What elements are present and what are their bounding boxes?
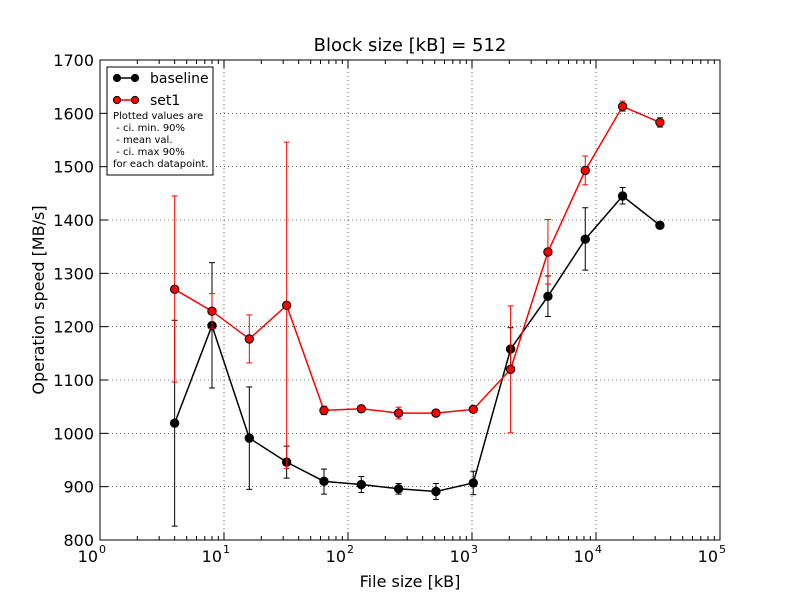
x-tick-label-exponent: 0: [99, 543, 106, 556]
legend: baseline set1 Plotted values are - ci. m…: [106, 66, 214, 176]
x-tick-label-5: 10 5: [698, 543, 726, 566]
x-tick-label-1: 10 1: [202, 543, 230, 566]
data-point-set1: [244, 334, 255, 344]
data-point-set1: [281, 300, 292, 311]
legend-marker-set1: [112, 95, 122, 105]
x-tick-label-4: 10 4: [574, 543, 602, 566]
plot-frame: [99, 59, 721, 541]
data-point-set1: [505, 364, 516, 375]
x-tick-label-base: 10: [574, 547, 594, 566]
y-tick-label: 800: [63, 531, 94, 550]
legend-marker-baseline: [112, 73, 122, 83]
y-tick-label: 1500: [53, 158, 94, 177]
y-tick-label: 1600: [53, 104, 94, 123]
legend-label-baseline: baseline: [150, 71, 209, 87]
legend-label-set1: set1: [150, 93, 180, 109]
data-point-baseline: [580, 234, 590, 244]
data-point-baseline: [468, 478, 478, 488]
x-tick-label-exponent: 3: [471, 543, 478, 556]
x-tick-label-exponent: 1: [223, 543, 230, 556]
x-tick-label-exponent: 2: [347, 543, 354, 556]
legend-entry-baseline: baseline: [112, 71, 209, 87]
data-point-set1: [580, 165, 590, 176]
series-line-set1: [174, 105, 661, 414]
data-point-baseline: [169, 418, 180, 428]
data-point-baseline: [319, 476, 329, 487]
legend-box: [106, 66, 214, 176]
legend-note-line-3: - mean val.: [113, 135, 173, 146]
data-point-baseline: [617, 191, 628, 201]
y-tick-label: 1700: [53, 51, 94, 70]
x-axis-title: File size [kB]: [360, 572, 461, 591]
x-tick-label-base: 10: [698, 547, 718, 566]
data-point-set1: [319, 405, 329, 416]
data-point-baseline: [543, 291, 553, 301]
series-set1: [169, 100, 665, 470]
series-layer: [169, 100, 665, 527]
data-point-baseline: [431, 486, 441, 497]
series-line-baseline: [173, 194, 661, 493]
x-tick-label-base: 10: [450, 547, 470, 566]
x-tick-label-0: 10 0: [78, 543, 106, 566]
x-tick-label-base: 10: [326, 547, 346, 566]
y-axis-title: Operation speed [MB/s]: [29, 205, 48, 394]
legend-marker-set1: [130, 95, 140, 105]
legend-note-line-2: - ci. min. 90%: [113, 123, 185, 134]
data-point-baseline: [356, 479, 366, 490]
legend-marker-baseline: [130, 73, 140, 83]
x-tick-label-exponent: 5: [719, 543, 726, 556]
legend-note-line-5: for each datapoint.: [113, 159, 208, 170]
data-point-baseline: [655, 220, 665, 231]
data-point-set1: [356, 404, 366, 414]
x-tick-label-base: 10: [78, 547, 98, 566]
x-tick-label-base: 10: [202, 547, 222, 566]
x-tick-label-3: 10 3: [450, 543, 478, 566]
y-tick-label: 1300: [53, 264, 94, 283]
chart-title: Block size [kB] = 512: [314, 35, 507, 56]
x-tick-label-2: 10 2: [326, 543, 354, 566]
data-point-set1: [169, 284, 180, 295]
legend-note-line-1: Plotted values are: [113, 111, 203, 122]
y-tick-label: 1200: [53, 318, 94, 337]
data-point-set1: [393, 408, 404, 418]
data-point-set1: [207, 306, 217, 316]
data-point-set1: [468, 404, 478, 415]
axis-ticks: 10 0 10 1 10 2 10 3 10 4 10 58009001000110012001300…: [53, 51, 726, 566]
y-tick-label: 1400: [53, 211, 94, 230]
data-point-set1: [543, 247, 553, 257]
y-tick-label: 1000: [53, 424, 94, 443]
legend-note-line-4: - ci. max 90%: [113, 147, 185, 158]
data-point-set1: [655, 117, 665, 128]
data-point-set1: [431, 408, 441, 418]
y-tick-label: 900: [63, 478, 94, 497]
data-point-baseline: [393, 484, 404, 494]
x-tick-label-exponent: 4: [595, 543, 602, 556]
y-tick-label: 1100: [53, 371, 94, 390]
grid-lines: [100, 60, 720, 540]
data-point-set1: [617, 101, 628, 112]
legend-entry-set1: set1: [112, 93, 180, 109]
data-point-baseline: [244, 433, 255, 443]
